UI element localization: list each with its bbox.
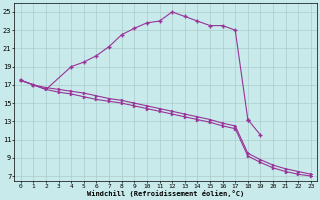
X-axis label: Windchill (Refroidissement éolien,°C): Windchill (Refroidissement éolien,°C) <box>87 190 244 197</box>
